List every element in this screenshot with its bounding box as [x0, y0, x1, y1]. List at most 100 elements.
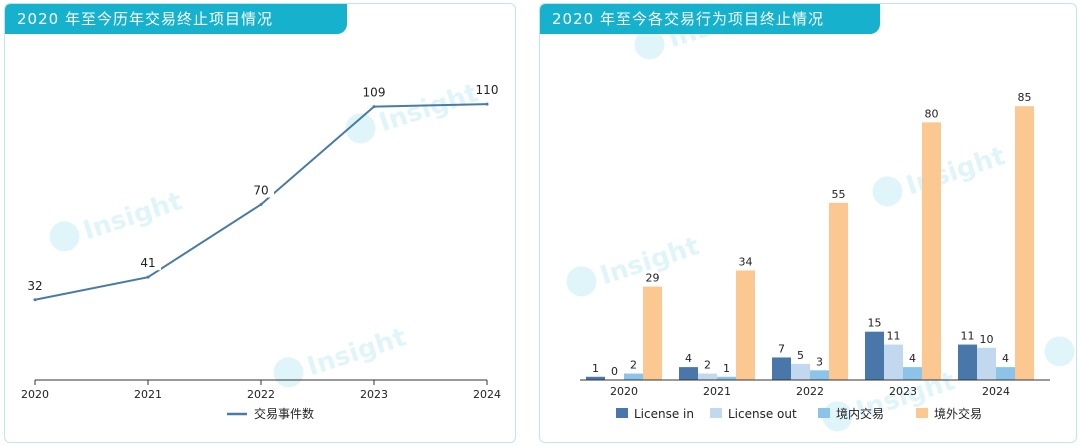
legend-label: License in [634, 407, 694, 421]
bar-value-label: 85 [1018, 91, 1032, 104]
legend-swatch [818, 408, 830, 418]
bar-value-label: 55 [832, 188, 846, 201]
legend-label: License out [728, 407, 797, 421]
x-tick-label: 2022 [796, 385, 824, 398]
bar [829, 202, 848, 380]
bar-value-label: 1 [723, 362, 730, 375]
watermark-logo-icon [634, 29, 665, 60]
bar-value-label: 11 [887, 330, 901, 343]
bar [977, 347, 996, 380]
bar-value-label: 2 [630, 359, 637, 372]
legend-label: 境内交易 [836, 406, 884, 421]
data-label-bg [22, 278, 48, 293]
watermark-logo-icon [345, 113, 376, 144]
watermark-group: Insight Insight Insight [49, 78, 482, 388]
data-label: 41 [140, 256, 155, 270]
watermark: Insight [1044, 301, 1077, 367]
watermark-logo-icon [822, 401, 853, 432]
bar-value-label: 29 [646, 272, 660, 285]
bar-value-label: 1 [592, 362, 599, 375]
watermark-text: Insight [1075, 301, 1077, 361]
data-point [146, 275, 150, 279]
bar-value-label: 10 [980, 333, 994, 346]
data-label: 110 [476, 83, 499, 97]
bar [772, 357, 791, 380]
x-tick-label: 2024 [473, 388, 501, 401]
watermark-logo-icon [49, 221, 80, 252]
data-label: 32 [27, 279, 42, 293]
x-tick-label: 2023 [889, 385, 917, 398]
x-tick-label: 2024 [982, 385, 1010, 398]
left-chart-title: 2020 年至今历年交易终止项目情况 [5, 4, 347, 34]
watermark-text: Insight [665, 3, 771, 54]
data-label-bg [361, 85, 387, 100]
data-point [33, 298, 37, 302]
bar-value-label: 4 [685, 352, 692, 365]
watermark-text: Insight [903, 141, 1009, 201]
bar [586, 376, 605, 380]
line-chart: Insight Insight Insight 2020 2021 2022 2023 202… [21, 78, 501, 421]
watermark-text: Insight [80, 186, 186, 246]
bar-value-label: 15 [868, 317, 882, 330]
bar [736, 270, 755, 380]
right-chart-panel: 2020 年至今各交易行为项目终止情况 Insight Insight Insigh… [539, 3, 1077, 443]
bar [865, 331, 884, 380]
data-label-bg [135, 256, 161, 271]
right-chart-title: 2020 年至今各交易行为项目终止情况 [540, 4, 880, 34]
bar [958, 344, 977, 380]
data-point [372, 105, 376, 109]
x-tick-label: 2020 [21, 388, 49, 401]
legend-label: 境外交易 [934, 406, 982, 421]
bar-value-label: 11 [961, 330, 975, 343]
data-point [259, 202, 263, 206]
x-tick-label: 2020 [610, 385, 638, 398]
watermark-logo-icon [273, 357, 304, 388]
bar-value-label: 3 [816, 355, 823, 368]
x-tick-label: 2021 [703, 385, 731, 398]
legend-label: 交易事件数 [254, 406, 314, 421]
bar-value-label: 80 [925, 107, 939, 120]
watermark: Insight [273, 322, 410, 388]
bar-value-label: 5 [797, 349, 804, 362]
bar [884, 344, 903, 380]
data-label-bg [248, 183, 274, 198]
bar [679, 367, 698, 380]
x-tick-label: 2023 [360, 388, 388, 401]
legend-swatch [616, 408, 628, 418]
bar [922, 122, 941, 380]
bar [996, 367, 1015, 380]
bar [903, 367, 922, 380]
bar-value-label: 4 [909, 352, 916, 365]
bar-value-label: 34 [739, 255, 753, 268]
left-chart-panel: 2020 年至今历年交易终止项目情况 Insight Insight Insight… [4, 3, 516, 443]
series-line [34, 103, 488, 301]
watermark-text: Insight [376, 78, 482, 138]
bar [624, 373, 643, 380]
x-tick-label: 2021 [134, 388, 162, 401]
bar [717, 376, 736, 380]
bar [1015, 106, 1034, 381]
watermark: Insight [634, 3, 771, 60]
bar [698, 373, 717, 380]
watermark-logo-icon [872, 176, 903, 207]
watermark-text: Insight [304, 322, 410, 382]
legend-swatch [710, 408, 722, 418]
watermark: Insight [566, 231, 703, 297]
bar-value-label: 4 [1002, 352, 1009, 365]
bar-value-label: 0 [611, 365, 618, 378]
data-label: 70 [253, 183, 268, 197]
watermark-logo-icon [1044, 336, 1075, 367]
data-label: 109 [363, 86, 386, 100]
data-point [485, 102, 489, 106]
bar-value-label: 7 [778, 342, 785, 355]
data-label-bg [474, 83, 500, 98]
bar [643, 286, 662, 380]
x-tick-label: 2022 [247, 388, 275, 401]
legend-swatch [916, 408, 928, 418]
bar [791, 363, 810, 380]
watermark: Insight [49, 186, 186, 252]
watermark-logo-icon [566, 266, 597, 297]
bar-value-label: 2 [704, 359, 711, 372]
bar [810, 370, 829, 380]
